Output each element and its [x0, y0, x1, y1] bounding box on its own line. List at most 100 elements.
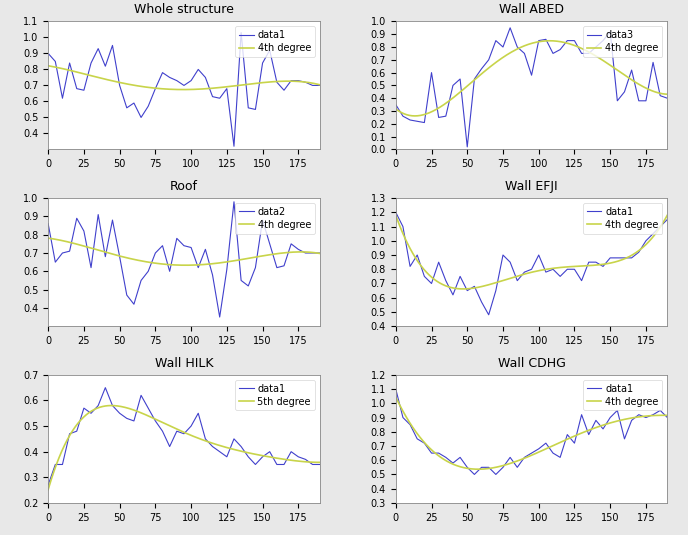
Line: data1: data1	[396, 389, 667, 475]
5th degree	[107, 402, 116, 409]
data2	[158, 242, 166, 249]
data1	[535, 252, 543, 258]
Title: Wall ABED: Wall ABED	[499, 3, 564, 16]
data1	[73, 428, 81, 434]
data2	[208, 272, 217, 278]
data1	[427, 450, 436, 456]
data2	[151, 250, 160, 256]
5th degree	[133, 408, 142, 415]
Legend: data2, 4th degree: data2, 4th degree	[235, 203, 315, 234]
data1	[94, 45, 103, 52]
data1	[130, 100, 138, 106]
5th degree	[44, 486, 52, 493]
4th degree	[500, 277, 508, 284]
Title: Whole structure: Whole structure	[134, 3, 234, 16]
data2	[65, 248, 74, 254]
Line: 4th degree: 4th degree	[48, 66, 320, 89]
data3	[484, 57, 493, 63]
data1	[520, 454, 528, 461]
Line: data3: data3	[396, 28, 667, 147]
data1	[65, 60, 74, 66]
data3	[570, 37, 579, 44]
data1	[577, 411, 585, 418]
data1	[173, 78, 181, 84]
data1	[456, 454, 464, 461]
data3	[627, 67, 636, 73]
data1	[606, 255, 614, 261]
data2	[272, 264, 281, 271]
data1	[108, 42, 116, 49]
data1	[158, 70, 166, 76]
data1	[122, 415, 131, 422]
data1	[570, 266, 579, 272]
Title: Wall EFJI: Wall EFJI	[505, 180, 558, 193]
data1	[116, 410, 124, 416]
data1	[649, 411, 657, 418]
data2	[180, 242, 188, 249]
data1	[166, 444, 174, 450]
data1	[151, 86, 160, 92]
data1	[122, 105, 131, 111]
4th degree	[151, 260, 160, 266]
data3	[399, 113, 407, 119]
Line: 4th degree: 4th degree	[396, 397, 667, 469]
Line: data1: data1	[396, 212, 667, 315]
data1	[656, 407, 665, 414]
data1	[513, 464, 522, 471]
data2	[80, 228, 88, 234]
data2	[173, 235, 181, 242]
data1	[187, 78, 195, 84]
4th degree	[590, 425, 598, 432]
data1	[237, 29, 245, 36]
data1	[427, 280, 436, 287]
data1	[506, 454, 514, 461]
data1	[642, 238, 650, 244]
data3	[613, 97, 621, 104]
Legend: data1, 4th degree: data1, 4th degree	[235, 26, 315, 57]
Line: 5th degree: 5th degree	[48, 406, 320, 490]
data2	[58, 250, 67, 256]
data1	[549, 266, 557, 272]
data1	[223, 454, 231, 460]
data1	[137, 392, 145, 399]
data1	[180, 431, 188, 437]
data1	[634, 411, 643, 418]
Line: 4th degree: 4th degree	[396, 215, 667, 289]
data1	[420, 273, 429, 280]
data1	[58, 95, 67, 102]
data1	[251, 106, 259, 113]
4th degree	[474, 466, 482, 472]
data1	[528, 266, 536, 272]
data1	[230, 435, 238, 442]
data1	[280, 87, 288, 94]
4th degree	[182, 262, 190, 269]
data1	[272, 79, 281, 86]
5th degree	[316, 459, 324, 465]
data1	[463, 287, 471, 294]
4th degree	[663, 412, 671, 418]
data1	[471, 471, 479, 478]
data1	[223, 86, 231, 92]
data2	[187, 244, 195, 251]
data1	[301, 79, 310, 86]
4th degree	[590, 262, 598, 269]
data1	[80, 405, 88, 411]
data3	[492, 37, 500, 44]
4th degree	[564, 40, 572, 47]
data1	[613, 255, 621, 261]
data2	[194, 264, 202, 271]
data1	[151, 418, 160, 424]
data1	[144, 405, 152, 411]
4th degree	[76, 242, 85, 248]
data1	[585, 259, 593, 265]
data1	[316, 82, 324, 89]
data2	[101, 254, 109, 260]
4th degree	[500, 462, 508, 469]
data1	[556, 454, 564, 461]
data2	[294, 246, 303, 253]
data1	[621, 255, 629, 261]
4th degree	[425, 110, 433, 116]
4th degree	[242, 256, 250, 262]
data2	[130, 301, 138, 308]
data1	[499, 252, 507, 258]
